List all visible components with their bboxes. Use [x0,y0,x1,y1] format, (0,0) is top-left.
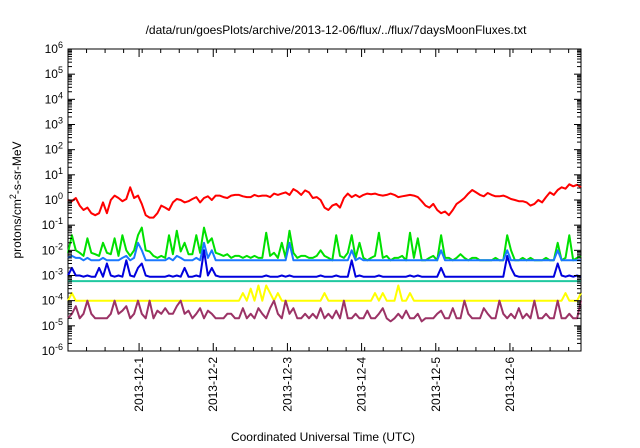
x-tick-label: 2013-12-3 [280,357,294,412]
y-tick-exponent: -5 [55,317,63,327]
y-tick-base: 10 [45,67,59,81]
y-tick-exponent: 6 [58,40,63,50]
y-axis-label-post: -s-sr-MeV [10,141,24,194]
y-tick-label: 102 [45,141,63,157]
y-tick-base: 10 [42,218,56,232]
y-tick-label: 104 [45,90,63,106]
y-tick-base: 10 [42,319,56,333]
x-tick-label: 2013-12-5 [429,357,443,412]
y-tick-base: 10 [45,92,59,106]
y-tick-base: 10 [42,344,56,358]
y-tick-exponent: -1 [55,216,63,226]
y-tick-label: 10-4 [42,292,63,308]
y-tick-label: 10-6 [42,342,63,358]
y-tick-label: 10-5 [42,317,63,333]
y-tick-label: 10-1 [42,216,63,232]
y-tick-label: 106 [45,40,63,56]
x-tick-label: 2013-12-4 [355,357,369,412]
y-tick-base: 10 [45,168,59,182]
series-line-7 [67,299,582,323]
x-axis-label: Coordinated Universal Time (UTC) [231,430,415,444]
y-tick-base: 10 [45,193,59,207]
y-tick-exponent: -2 [55,241,63,251]
x-tick-label: 2013-12-1 [132,357,146,412]
y-tick-exponent: -6 [55,342,63,352]
y-tick-label: 100 [45,191,63,207]
chart-title: /data/run/goesPlots/archive/2013-12-06/f… [146,23,528,37]
y-tick-label: 105 [45,65,63,81]
y-tick-base: 10 [45,118,59,132]
y-tick-label: 103 [45,116,63,132]
y-tick-exponent: 1 [58,166,63,176]
y-tick-label: 101 [45,166,63,182]
series-line-3 [67,241,581,262]
y-tick-base: 10 [42,243,56,257]
series-line-1 [67,183,582,219]
y-tick-exponent: -3 [55,267,63,277]
y-tick-base: 10 [42,294,56,308]
y-tick-exponent: 5 [58,65,63,75]
y-tick-exponent: 4 [58,90,63,100]
y-tick-exponent: -4 [55,292,63,302]
y-tick-base: 10 [45,143,59,157]
x-tick-label: 2013-12-2 [206,357,220,412]
series-line-2 [67,226,582,262]
series-line-6 [67,284,582,302]
y-axis-label-sup: 2 [8,194,18,199]
plot-frame [67,48,582,352]
y-tick-base: 10 [42,269,56,283]
series-line-4 [67,249,582,278]
y-axis-label: protons/cm2-s-sr-MeV [8,141,24,258]
y-tick-exponent: 2 [58,141,63,151]
y-tick-base: 10 [45,42,59,56]
x-tick-label: 2013-12-6 [503,357,517,412]
y-tick-label: 10-3 [42,267,63,283]
y-tick-exponent: 3 [58,116,63,126]
y-axis-label-pre: protons/cm [10,199,24,258]
y-tick-exponent: 0 [58,191,63,201]
y-tick-label: 10-2 [42,241,63,257]
